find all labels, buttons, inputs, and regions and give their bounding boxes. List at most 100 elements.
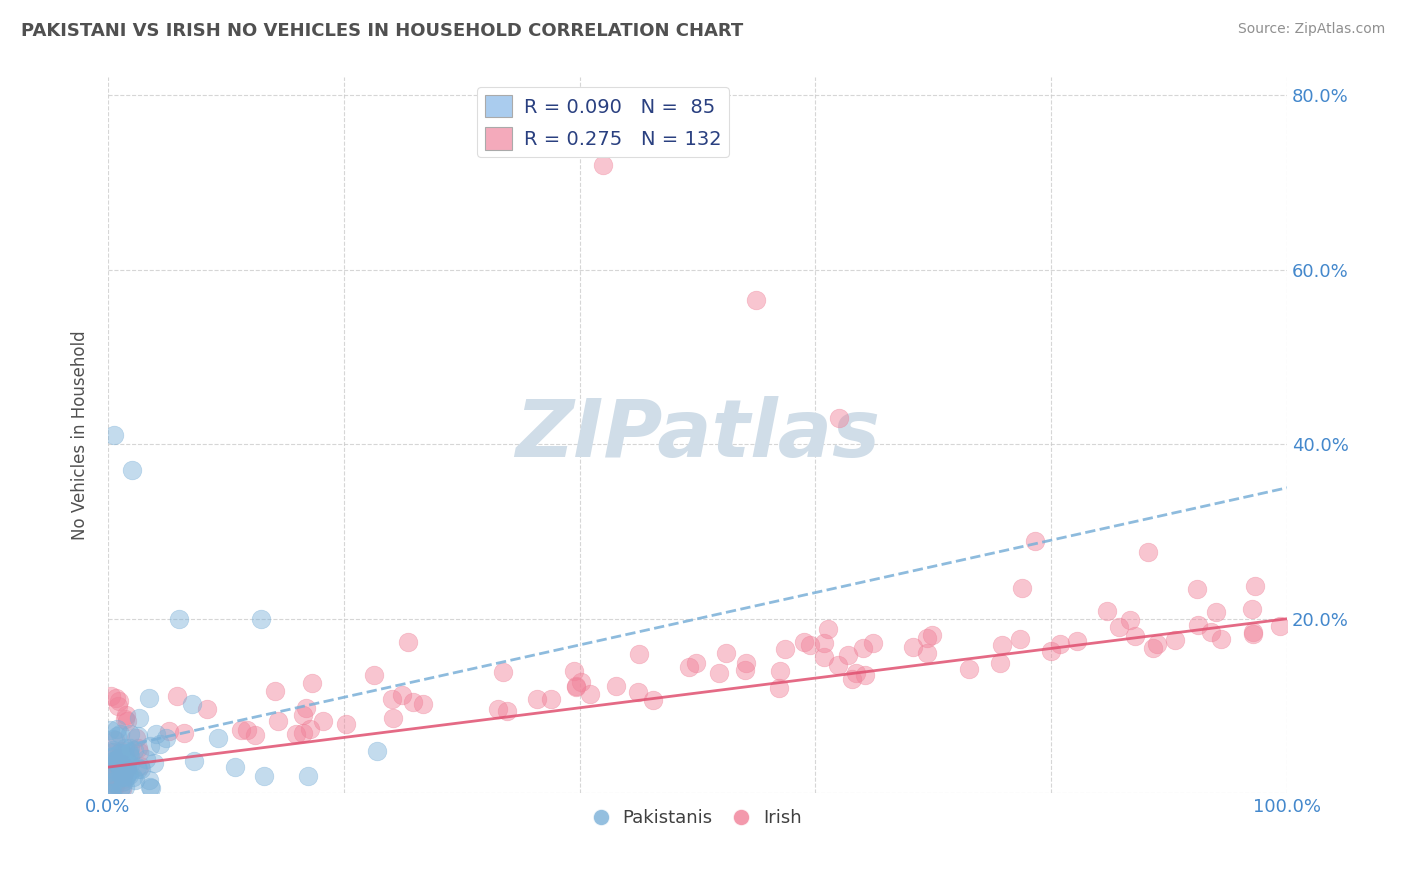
Point bbox=[643, 693, 665, 707]
Point bbox=[852, 641, 875, 656]
Point bbox=[745, 293, 768, 307]
Point bbox=[773, 642, 796, 657]
Point bbox=[813, 650, 835, 665]
Point bbox=[114, 712, 136, 726]
Point bbox=[110, 779, 132, 793]
Point bbox=[111, 775, 134, 789]
Point bbox=[107, 722, 129, 736]
Point bbox=[104, 764, 127, 779]
Point bbox=[104, 759, 127, 773]
Point bbox=[104, 777, 127, 791]
Point bbox=[492, 665, 515, 680]
Point bbox=[108, 693, 131, 707]
Point bbox=[155, 731, 177, 746]
Point bbox=[111, 746, 134, 760]
Point bbox=[103, 749, 125, 764]
Point bbox=[592, 158, 614, 172]
Point bbox=[540, 692, 562, 706]
Point bbox=[111, 748, 134, 763]
Point bbox=[98, 770, 121, 784]
Point bbox=[108, 727, 131, 741]
Point bbox=[98, 760, 121, 774]
Point bbox=[157, 723, 180, 738]
Point bbox=[118, 746, 141, 760]
Point bbox=[100, 786, 122, 800]
Point bbox=[709, 666, 731, 681]
Point bbox=[114, 780, 136, 795]
Point bbox=[104, 775, 127, 789]
Point bbox=[412, 697, 434, 711]
Point bbox=[111, 766, 134, 780]
Point bbox=[714, 646, 737, 660]
Point bbox=[298, 722, 321, 736]
Point bbox=[115, 766, 138, 780]
Point bbox=[101, 745, 124, 759]
Point bbox=[250, 612, 273, 626]
Point bbox=[1049, 637, 1071, 651]
Point bbox=[224, 759, 246, 773]
Point bbox=[391, 688, 413, 702]
Point bbox=[1243, 579, 1265, 593]
Point bbox=[129, 759, 152, 773]
Point bbox=[112, 772, 135, 786]
Point bbox=[115, 761, 138, 775]
Point bbox=[117, 766, 139, 780]
Point bbox=[1095, 604, 1118, 618]
Y-axis label: No Vehicles in Household: No Vehicles in Household bbox=[72, 331, 89, 541]
Point bbox=[571, 674, 593, 689]
Legend: Pakistanis, Irish: Pakistanis, Irish bbox=[586, 802, 808, 834]
Point bbox=[107, 698, 129, 713]
Point bbox=[129, 762, 152, 776]
Point bbox=[1209, 632, 1232, 646]
Point bbox=[297, 769, 319, 783]
Point bbox=[1011, 581, 1033, 595]
Point bbox=[97, 764, 120, 779]
Point bbox=[1136, 545, 1159, 559]
Point bbox=[111, 751, 134, 765]
Point bbox=[128, 745, 150, 759]
Point bbox=[105, 729, 128, 743]
Point bbox=[267, 714, 290, 729]
Point bbox=[118, 767, 141, 781]
Point bbox=[111, 781, 134, 796]
Point bbox=[101, 745, 124, 759]
Point bbox=[110, 783, 132, 797]
Point bbox=[562, 665, 585, 679]
Point bbox=[1187, 582, 1209, 596]
Point bbox=[100, 689, 122, 703]
Point bbox=[1066, 634, 1088, 648]
Point bbox=[125, 760, 148, 774]
Point bbox=[114, 747, 136, 762]
Point bbox=[112, 774, 135, 789]
Point bbox=[627, 685, 650, 699]
Point bbox=[101, 775, 124, 789]
Point bbox=[1164, 632, 1187, 647]
Point bbox=[291, 707, 314, 722]
Point bbox=[183, 754, 205, 768]
Point bbox=[627, 647, 650, 661]
Point bbox=[115, 714, 138, 729]
Point bbox=[114, 741, 136, 756]
Point bbox=[1123, 629, 1146, 643]
Point bbox=[1142, 641, 1164, 656]
Point bbox=[98, 786, 121, 800]
Point bbox=[118, 740, 141, 755]
Point bbox=[1108, 620, 1130, 634]
Point bbox=[148, 737, 170, 751]
Point bbox=[855, 668, 877, 682]
Point bbox=[111, 769, 134, 783]
Point bbox=[103, 733, 125, 747]
Point bbox=[301, 676, 323, 690]
Point bbox=[363, 668, 385, 682]
Point bbox=[769, 664, 792, 678]
Point bbox=[111, 757, 134, 772]
Point bbox=[236, 723, 259, 737]
Point bbox=[1024, 534, 1046, 549]
Point bbox=[579, 687, 602, 701]
Text: ZIPatlas: ZIPatlas bbox=[515, 396, 880, 475]
Point bbox=[121, 771, 143, 785]
Point bbox=[173, 725, 195, 739]
Point bbox=[110, 754, 132, 768]
Point bbox=[105, 753, 128, 767]
Point bbox=[813, 636, 835, 650]
